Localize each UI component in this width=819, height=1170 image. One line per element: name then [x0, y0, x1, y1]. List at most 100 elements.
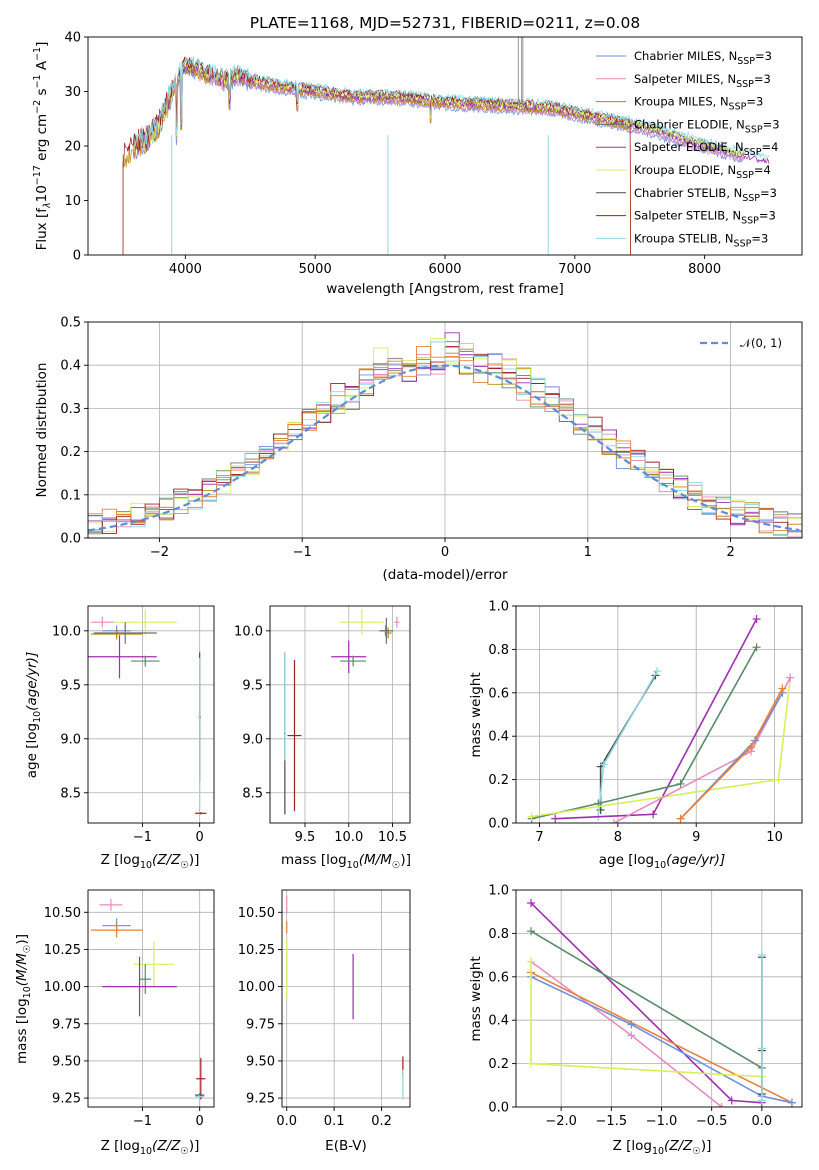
- x-tick-label: −1: [293, 545, 312, 560]
- x-axis-label-part: (age/yr)]: [666, 852, 725, 868]
- x-axis-label-part: 10: [140, 860, 152, 871]
- legend-entry: 𝒩(0, 1): [740, 336, 782, 350]
- legend-entry-part: Salpeter ELODIE, N: [634, 140, 744, 154]
- y-tick-label: 10.50: [238, 906, 275, 921]
- series-line-green: [531, 646, 758, 820]
- x-axis-label: mass [log10(M/M☉)]: [281, 852, 411, 871]
- y-tick-label: 0.3: [60, 402, 81, 417]
- spectrum-line-kroupa-miles: [122, 62, 631, 255]
- plot-area: [270, 606, 410, 823]
- legend: 𝒩(0, 1): [700, 336, 782, 350]
- x-axis-label-part: Z [log: [101, 852, 140, 868]
- y-tick-label: 9.75: [246, 1017, 275, 1032]
- x-axis-label-part: 10: [654, 860, 666, 871]
- y-tick-label: 9.0: [60, 732, 81, 747]
- mass-vs-ebv-panel: 0.0 0.1 0.2 9.25 9.50 9.75 10.00 10.25 10.50 E(B-…: [238, 889, 411, 1154]
- series-line-orange: [530, 971, 793, 1104]
- gaussian-curve: [88, 364, 800, 532]
- spectrum-line-kroupa-stelib: [133, 56, 770, 159]
- x-axis-label: Z [log10(Z/Z☉)]: [101, 1138, 200, 1157]
- x-tick-label: 6000: [428, 262, 461, 277]
- y-axis-label-part: ]: [34, 42, 50, 47]
- plot-area: [88, 322, 802, 538]
- y-tick-label: 10.00: [238, 980, 275, 995]
- x-tick-label: −1: [133, 830, 152, 845]
- x-tick-label: 9: [692, 830, 700, 845]
- y-axis-label: age [log10(age/yr)]: [24, 652, 43, 778]
- y-tick-label: 0.8: [488, 927, 509, 942]
- y-tick-label: 0: [73, 249, 81, 264]
- y-axis-label-part: 10: [32, 711, 43, 723]
- legend-entry-part: SSP: [744, 147, 762, 158]
- axes-frame: [515, 889, 803, 1108]
- x-tick-label: 4000: [169, 262, 202, 277]
- legend-entry-part: SSP: [734, 238, 752, 249]
- y-tick-label: 1.0: [488, 884, 509, 899]
- plot-area: [282, 890, 410, 1107]
- legend-entry-part: Chabrier MILES, N: [634, 49, 737, 63]
- y-axis-label-part: )]: [14, 934, 30, 945]
- y-tick-label: 0.1: [60, 488, 81, 503]
- x-axis-label-part: )]: [701, 1138, 712, 1154]
- y-tick-label: 0.4: [488, 730, 509, 745]
- axes-frame: [281, 889, 411, 1108]
- x-axis-label-part: )]: [400, 852, 411, 868]
- residual-histogram-panel: −2 −1 0 1 2 0.0 0.1 0.2 0.3 0.4 0.5 (data-model)/er…: [34, 316, 803, 583]
- legend-entry-part: Kroupa ELODIE, N: [634, 163, 736, 177]
- x-tick-label: −2: [150, 545, 169, 560]
- x-axis-label-part: (Z/Z: [152, 852, 181, 868]
- x-axis-label-part: ☉: [180, 860, 189, 871]
- y-tick-label: 10.00: [44, 980, 81, 995]
- x-tick-label: −1: [133, 1114, 152, 1129]
- legend-entry-part: =3: [754, 72, 771, 86]
- y-axis-label-part: Flux [f: [34, 207, 50, 251]
- x-tick-label: 8: [614, 830, 622, 845]
- x-axis-label-part: (M/M: [359, 852, 392, 868]
- legend-entry-part: Kroupa MILES, N: [634, 95, 729, 109]
- x-axis-label: (data-model)/error: [382, 567, 508, 583]
- y-tick-label: 0.4: [60, 359, 81, 374]
- y-axis-label: mass [log10(M/M☉)]: [14, 934, 33, 1064]
- legend-entry: Kroupa STELIB, NSSP=3: [634, 231, 768, 249]
- y-axis-label: mass weight: [468, 672, 484, 757]
- mass-weight-vs-z-panel: −2.0 −1.5 −1.0 −0.5 0.0 0.0 0.2 0.4 0.6 0.8 1.0 Z […: [468, 884, 803, 1157]
- x-tick-label: 0.2: [371, 1114, 392, 1129]
- legend-entry-part: SSP: [736, 170, 754, 181]
- y-tick-label: 0.2: [488, 1057, 509, 1072]
- y-axis-label-part: (age/yr)]: [24, 652, 40, 711]
- x-axis-label-part: 10: [347, 860, 359, 871]
- legend-entry-part: =3: [763, 117, 780, 131]
- axes-frame: [269, 605, 411, 824]
- x-axis-label-part: )]: [189, 852, 200, 868]
- legend-entry-part: SSP: [737, 56, 755, 67]
- x-axis-label-part: age [log: [599, 852, 654, 868]
- plot-area: [88, 890, 214, 1107]
- y-axis-label-part: ☉: [22, 945, 33, 954]
- series-line-kroupa-elodie: [530, 961, 762, 1078]
- y-tick-label: 0.2: [60, 445, 81, 460]
- x-tick-label: 0: [196, 830, 204, 845]
- plot-area: [88, 606, 214, 823]
- histogram-orange: [88, 346, 802, 532]
- x-tick-label: −0.5: [696, 1114, 728, 1129]
- x-axis-label-part: Z [log: [101, 1138, 140, 1154]
- legend-entry-part: Salpeter MILES, N: [634, 72, 736, 86]
- y-tick-label: 1.0: [488, 600, 509, 615]
- spectrum-line-salpeter-stelib: [122, 56, 631, 255]
- y-tick-label: 9.5: [60, 678, 81, 693]
- y-tick-label: 0.5: [60, 316, 81, 331]
- x-axis-label: Z [log10(Z/Z☉)]: [101, 852, 200, 871]
- plot-area: [122, 37, 770, 255]
- x-axis-label-part: (Z/Z: [664, 1138, 693, 1154]
- x-tick-label: −2.0: [545, 1114, 577, 1129]
- legend-entry-part: SSP: [741, 216, 759, 227]
- y-axis-label-part: (M/M: [14, 953, 30, 986]
- y-axis-label: Flux [fλ10−17 erg cm−2 s−1 A−1]: [32, 42, 53, 251]
- y-axis-label-part: −1: [32, 74, 43, 88]
- x-tick-label: −1.5: [596, 1114, 628, 1129]
- x-axis-label-part: Z [log: [613, 1138, 652, 1154]
- series-line-salpeter-miles: [530, 960, 723, 1107]
- y-tick-label: 0.8: [488, 643, 509, 658]
- axes-frame: [87, 605, 215, 824]
